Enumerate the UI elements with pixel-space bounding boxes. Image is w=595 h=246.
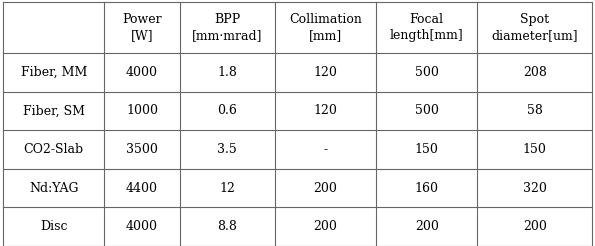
Text: -: - xyxy=(323,143,327,156)
Text: 200: 200 xyxy=(415,220,439,233)
Text: 500: 500 xyxy=(415,66,439,79)
Text: 3.5: 3.5 xyxy=(217,143,237,156)
Text: Disc: Disc xyxy=(40,220,67,233)
Text: 0.6: 0.6 xyxy=(217,104,237,117)
Text: 4000: 4000 xyxy=(126,66,158,79)
Text: BPP
[mm·mrad]: BPP [mm·mrad] xyxy=(192,14,262,42)
Text: Nd:YAG: Nd:YAG xyxy=(29,182,79,195)
Text: 12: 12 xyxy=(219,182,235,195)
Text: 1000: 1000 xyxy=(126,104,158,117)
Text: 120: 120 xyxy=(314,104,337,117)
Text: Spot
diameter[um]: Spot diameter[um] xyxy=(491,14,578,42)
Text: 58: 58 xyxy=(527,104,543,117)
Text: 4000: 4000 xyxy=(126,220,158,233)
Text: 150: 150 xyxy=(415,143,439,156)
Text: 160: 160 xyxy=(415,182,439,195)
Text: 8.8: 8.8 xyxy=(217,220,237,233)
Text: 150: 150 xyxy=(523,143,547,156)
Text: 500: 500 xyxy=(415,104,439,117)
Text: Collimation
[mm]: Collimation [mm] xyxy=(289,14,362,42)
Text: Fiber, MM: Fiber, MM xyxy=(20,66,87,79)
Text: Power
[W]: Power [W] xyxy=(122,14,162,42)
Text: CO2-Slab: CO2-Slab xyxy=(24,143,84,156)
Text: 120: 120 xyxy=(314,66,337,79)
Text: Focal
length[mm]: Focal length[mm] xyxy=(390,14,464,42)
Text: Fiber, SM: Fiber, SM xyxy=(23,104,84,117)
Text: 200: 200 xyxy=(314,182,337,195)
Text: 4400: 4400 xyxy=(126,182,158,195)
Text: 1.8: 1.8 xyxy=(217,66,237,79)
Text: 200: 200 xyxy=(523,220,547,233)
Text: 208: 208 xyxy=(523,66,547,79)
Text: 320: 320 xyxy=(523,182,547,195)
Text: 200: 200 xyxy=(314,220,337,233)
Text: 3500: 3500 xyxy=(126,143,158,156)
